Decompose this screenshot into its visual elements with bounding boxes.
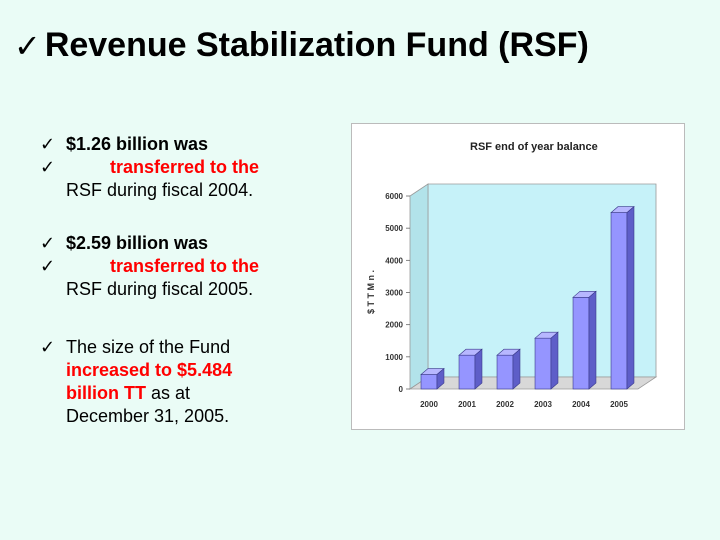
bar-side (512, 348, 521, 390)
x-tick-label: 2002 (496, 400, 514, 409)
bar-side (626, 205, 635, 390)
bullet-2-line-1: $2.59 billion was (66, 233, 209, 253)
y-tick-label: 2000 (385, 321, 403, 330)
bullet-2: ✓ $2.59 billion was ✓ transferred to the… (40, 232, 259, 301)
bullet-1-line-3: RSF during fiscal 2004. (66, 180, 254, 200)
bar-side (550, 331, 559, 390)
bullet-2-line-2: transferred to the (110, 256, 260, 276)
bar-side (588, 290, 597, 390)
rsf-bar-chart: RSF end of year balance $ T T M n . 0 100… (366, 141, 658, 409)
checkmark-icon: ✓ (14, 27, 41, 64)
x-tick-label: 2000 (420, 400, 438, 409)
bar (572, 297, 590, 390)
bar (420, 374, 438, 390)
y-tick-label: 3000 (385, 289, 403, 298)
bullet-1: ✓ $1.26 billion was ✓ transferred to the… (40, 133, 259, 202)
bullet-3-line-3-red: billion TT (66, 383, 146, 403)
slide-title: ✓ Revenue Stabilization Fund (RSF) (14, 26, 589, 65)
bar-side (474, 348, 483, 390)
checkmark-icon: ✓ (40, 337, 56, 357)
y-tick-label: 4000 (385, 256, 403, 265)
bar (534, 337, 552, 390)
x-tick-label: 2005 (610, 400, 628, 409)
y-tick-label: 1000 (385, 353, 403, 362)
bullet-1-line-2: transferred to the (110, 157, 260, 177)
x-tick-label: 2003 (534, 400, 552, 409)
checkmark-icon: ✓ (40, 233, 56, 253)
bar (458, 354, 476, 390)
checkmark-icon: ✓ (40, 157, 56, 177)
bullet-3: ✓ The size of the Fund increased to $5.4… (40, 336, 232, 428)
y-tick-label: 0 (399, 385, 404, 394)
plot-side-wall (409, 183, 429, 390)
bullet-3-line-4: December 31, 2005. (66, 406, 230, 426)
y-tick-label: 6000 (385, 192, 403, 201)
bullet-1-line-1: $1.26 billion was (66, 134, 209, 154)
chart-panel: RSF end of year balance $ T T M n . 0 100… (351, 123, 685, 430)
y-tick-label: 5000 (385, 224, 403, 233)
bullet-3-line-2: increased to $5.484 (66, 360, 233, 380)
bar-side (436, 367, 445, 390)
bar (496, 354, 514, 390)
bar (610, 212, 628, 390)
chart-title: RSF end of year balance (470, 141, 598, 153)
checkmark-icon: ✓ (40, 256, 56, 276)
x-tick-label: 2001 (458, 400, 476, 409)
y-axis-label: $ T T M n . (366, 270, 376, 314)
bullet-3-line-1: The size of the Fund (66, 337, 231, 357)
slide-title-text: Revenue Stabilization Fund (RSF) (44, 26, 589, 64)
checkmark-icon: ✓ (40, 134, 56, 154)
x-tick-label: 2004 (572, 400, 590, 409)
bullet-3-line-3-black: as at (145, 383, 191, 403)
bullet-2-line-3: RSF during fiscal 2005. (66, 279, 254, 299)
